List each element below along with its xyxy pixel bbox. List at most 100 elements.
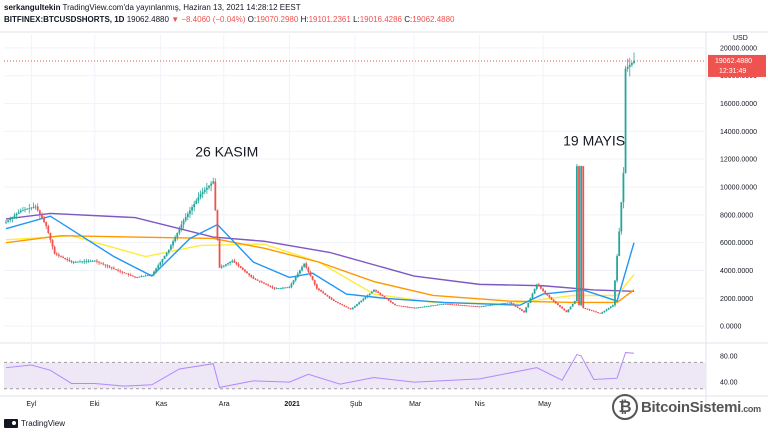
candle-body — [379, 292, 382, 295]
author-name: serkangultekin — [4, 3, 61, 12]
candle-body — [72, 261, 75, 263]
candle-body — [339, 303, 341, 305]
candle-body — [459, 304, 462, 306]
candle-body — [83, 261, 86, 263]
candle-body — [318, 288, 320, 291]
candle-body — [161, 258, 164, 263]
candle-body — [582, 166, 585, 309]
candle-body — [578, 166, 580, 306]
candle-body — [282, 287, 284, 289]
candle-body — [167, 249, 170, 253]
candle-body — [387, 299, 390, 301]
candle-body — [93, 260, 96, 262]
candle-body — [377, 291, 380, 293]
tradingview-footer[interactable]: TradingView — [4, 419, 65, 428]
x-tick-label: Ara — [219, 401, 230, 408]
tradingview-brand: TradingView — [21, 419, 66, 428]
candle-body — [311, 276, 314, 281]
candle-body — [436, 304, 439, 306]
candle-body — [525, 307, 528, 313]
y-tick-label: 0.0000 — [720, 324, 742, 331]
chart-annotation: 26 KASIM — [195, 143, 258, 159]
candle-body — [184, 217, 187, 221]
candle-body — [229, 261, 232, 264]
rsi-tick-label: 80.00 — [720, 353, 738, 360]
x-tick-label: Eyl — [26, 401, 36, 408]
candle-body — [322, 291, 325, 294]
bitcoinsistemi-watermark: ₿ BitcoinSistemi.com — [612, 394, 761, 420]
candle-body — [421, 306, 424, 308]
candle-body — [533, 289, 536, 294]
x-tick-label: Nis — [475, 401, 486, 408]
candle-body — [417, 307, 420, 309]
candle-body — [43, 218, 45, 223]
candle-body — [81, 261, 84, 263]
candle-body — [119, 270, 122, 272]
candle-body — [5, 221, 7, 223]
candle-body — [150, 274, 153, 276]
candle-body — [595, 311, 597, 313]
candle-body — [195, 200, 198, 204]
tradingview-logo-icon — [4, 419, 18, 428]
candle-body — [76, 261, 79, 263]
candle-body — [277, 288, 280, 289]
candle-body — [189, 210, 191, 214]
candle-body — [227, 263, 229, 265]
candle-body — [271, 286, 274, 288]
candle-body — [214, 181, 217, 211]
candle-body — [506, 302, 509, 304]
candle-body — [504, 303, 506, 304]
moving-average-line — [5, 234, 635, 304]
candle-body — [449, 304, 451, 305]
candle-body — [62, 256, 64, 258]
candle-body — [38, 210, 41, 215]
candle-body — [493, 304, 496, 306]
candle-body — [364, 297, 367, 299]
candle-body — [442, 303, 445, 305]
candle-body — [148, 274, 151, 276]
candle-body — [208, 185, 210, 188]
candle-body — [457, 304, 460, 306]
candle-body — [218, 238, 221, 268]
candle-body — [239, 266, 242, 268]
currency-label: USD — [733, 35, 748, 42]
candle-body — [389, 300, 392, 303]
candle-body — [79, 261, 81, 263]
candle-body — [614, 280, 616, 306]
candle-body — [482, 306, 485, 307]
candle-body — [425, 306, 428, 308]
candle-body — [273, 287, 276, 289]
candle-body — [559, 305, 561, 307]
candle-body — [222, 265, 225, 267]
change-value: ▼ −8.4060 (−0.04%) — [171, 15, 246, 24]
candle-body — [510, 302, 513, 304]
candle-body — [497, 303, 500, 305]
candle-body — [153, 271, 155, 275]
candle-body — [315, 284, 318, 289]
candle-body — [237, 264, 240, 267]
candle-body — [235, 262, 238, 265]
x-tick-label: Eki — [90, 401, 100, 408]
candle-body — [537, 284, 540, 287]
candle-body — [356, 304, 358, 306]
candle-body — [85, 261, 88, 263]
candle-body — [102, 263, 105, 265]
candle-body — [529, 298, 532, 303]
candle-body — [309, 271, 312, 277]
candle-body — [400, 305, 403, 307]
candle-body — [495, 304, 498, 306]
candle-body — [603, 310, 606, 313]
candle-body — [373, 289, 375, 292]
candle-body — [110, 267, 113, 269]
candle-body — [476, 306, 479, 308]
candle-body — [345, 306, 348, 308]
candle-body — [438, 304, 441, 306]
candle-body — [523, 310, 525, 313]
candle-body — [157, 265, 160, 269]
candle-body — [134, 276, 136, 278]
candle-body — [451, 304, 454, 306]
candle-body — [121, 271, 124, 273]
candle-body — [220, 266, 223, 268]
candle-body — [561, 306, 564, 309]
